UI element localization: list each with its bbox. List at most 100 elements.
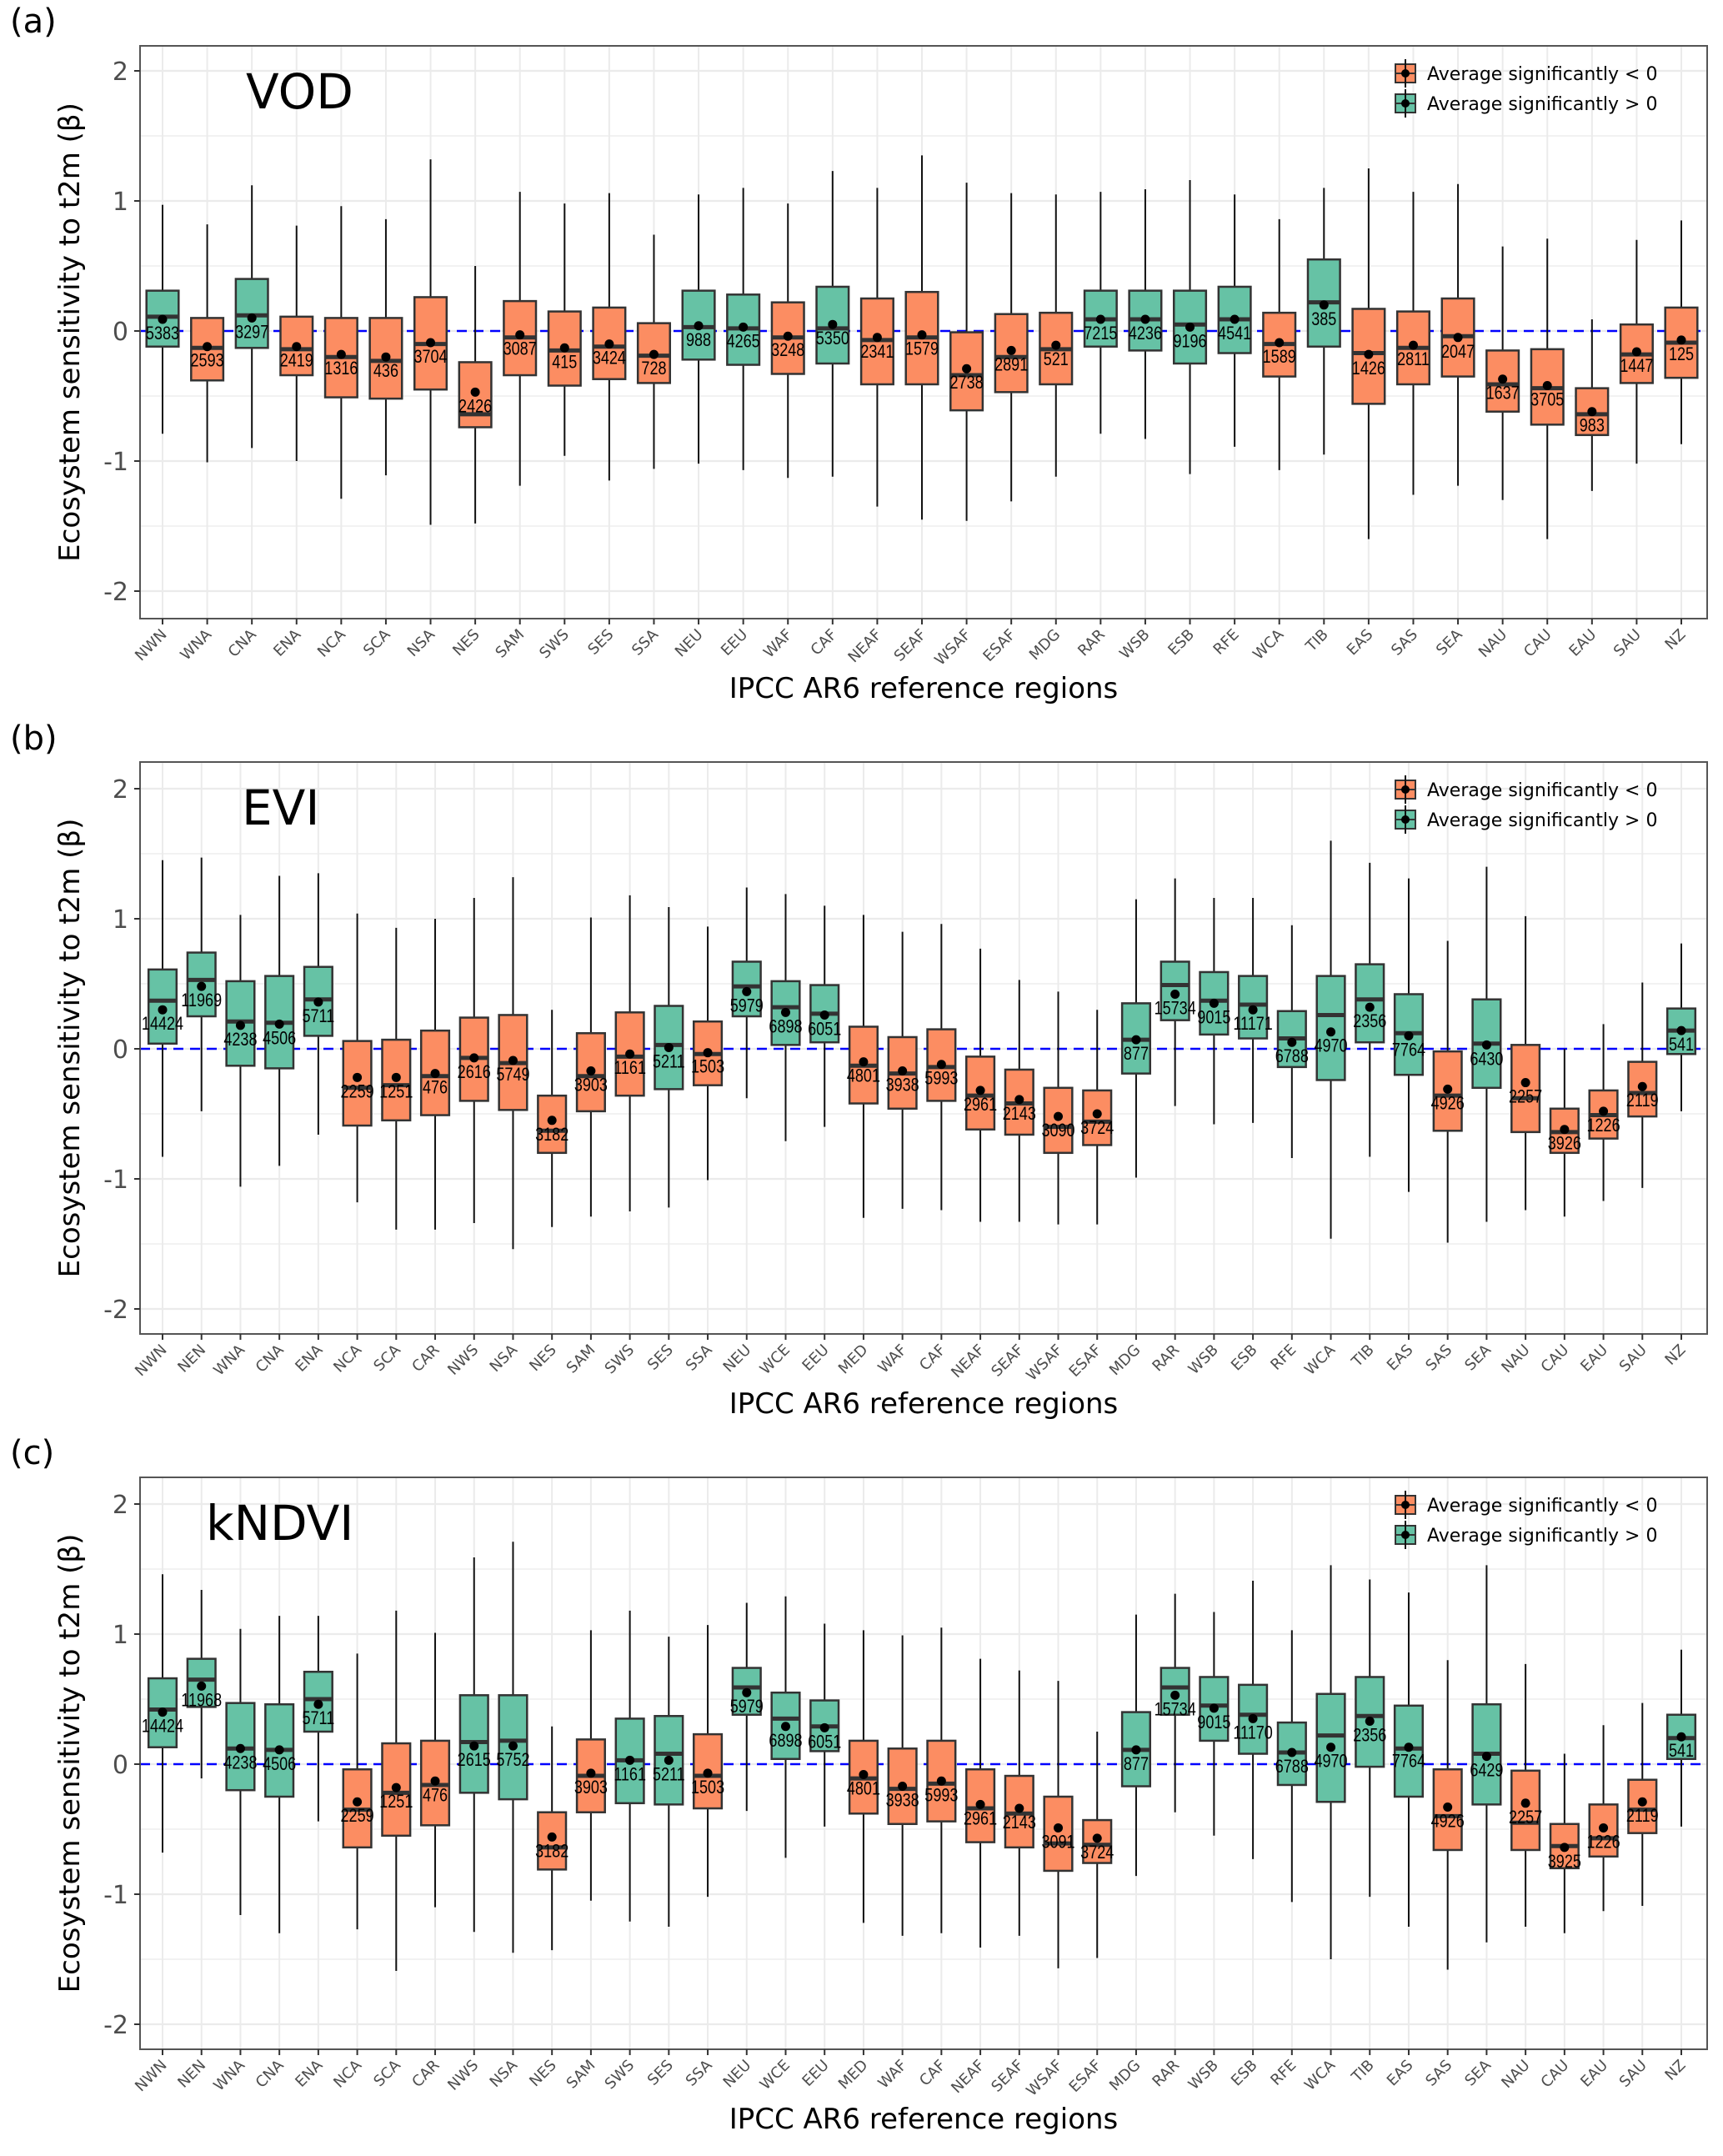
box-eau: 1226 — [1586, 1024, 1620, 1201]
x-tick-label: NAU — [1475, 626, 1510, 661]
box-tib: 385 — [1306, 188, 1341, 455]
legend-label: Average significantly > 0 — [1427, 94, 1657, 115]
x-tick-label: SSA — [629, 625, 662, 659]
x-tick-label: SCA — [360, 625, 394, 659]
x-tick-label: SWS — [536, 626, 573, 663]
sample-count-label: 2356 — [1353, 1726, 1386, 1746]
box-iqr — [1043, 1795, 1074, 1873]
sample-count-label: 6051 — [808, 1732, 841, 1752]
x-tick-label: SEAF — [988, 2057, 1027, 2096]
box-rfe: 6788 — [1275, 1630, 1309, 1903]
box-sca: 436 — [368, 218, 403, 476]
mean-point — [742, 986, 752, 996]
x-tick-label: WNA — [210, 2056, 248, 2094]
box-iqr — [342, 1040, 373, 1127]
mean-point — [547, 1832, 557, 1842]
sample-count-label: 2811 — [1397, 350, 1430, 370]
mean-point — [1364, 349, 1374, 359]
box-esaf: 3724 — [1080, 1732, 1114, 1958]
box-eau: 983 — [1575, 318, 1610, 491]
sample-count-label: 1426 — [1352, 358, 1385, 379]
x-tick-label: WNA — [177, 625, 215, 664]
sample-count-label: 1637 — [1486, 384, 1520, 404]
x-tick-label: ESB — [1228, 2057, 1261, 2090]
y-tick-label: -1 — [103, 1881, 128, 1910]
box-nca: 2259 — [341, 1653, 374, 1930]
x-tick-label: NEU — [720, 2057, 755, 2092]
sample-count-label: 3182 — [535, 1125, 568, 1145]
x-tick-label: CAU — [1538, 2057, 1573, 2092]
sample-count-label: 1579 — [905, 339, 939, 359]
box-nes: 2426 — [458, 266, 493, 524]
sample-count-label: 3248 — [771, 341, 804, 361]
x-tick-label: NAU — [1498, 2057, 1533, 2092]
panel-title: kNDVI — [206, 1495, 353, 1552]
x-tick-label: MED — [835, 2057, 872, 2093]
x-tick-label: SAM — [563, 1341, 599, 1377]
x-tick-label: ESB — [1228, 1341, 1261, 1375]
x-tick-label: NZ — [1661, 626, 1689, 654]
panel-label: (c) — [10, 1434, 54, 1472]
box-nen: 11968 — [181, 1589, 222, 1779]
x-tick-label: NWS — [444, 2057, 482, 2094]
mean-point — [780, 1722, 790, 1732]
mean-point — [1404, 1030, 1414, 1040]
sample-count-label: 4265 — [727, 332, 760, 352]
y-tick-label: 0 — [113, 318, 128, 347]
mean-point — [391, 1782, 401, 1792]
box-nsa: 5752 — [496, 1542, 530, 1953]
x-tick-label: NSA — [404, 625, 439, 660]
x-tick-label: SEA — [1461, 1341, 1495, 1374]
sample-count-label: 2593 — [191, 351, 224, 371]
sample-count-label: 5711 — [302, 1006, 334, 1026]
mean-point — [1587, 407, 1597, 417]
sample-count-label: 2119 — [1626, 1807, 1659, 1827]
sample-count-label: 11969 — [181, 991, 222, 1011]
box-iqr — [1238, 1683, 1269, 1755]
x-tick-label: NCA — [330, 1341, 365, 1376]
box-esaf: 2891 — [994, 193, 1029, 502]
panel-label: (b) — [10, 720, 58, 758]
sample-count-label: 877 — [1124, 1754, 1149, 1774]
mean-point — [1408, 340, 1418, 350]
box-nsa: 5749 — [496, 877, 530, 1250]
sample-count-label: 3091 — [1041, 1833, 1074, 1853]
mean-point — [1131, 1035, 1141, 1045]
box-sam: 3087 — [503, 192, 538, 486]
mean-point — [1560, 1843, 1570, 1853]
box-nsa: 3704 — [413, 159, 448, 525]
box-iqr — [186, 1657, 217, 1708]
x-tick-label: SEA — [1461, 2056, 1495, 2089]
x-tick-label: SCA — [370, 2056, 404, 2090]
mean-point — [197, 981, 207, 991]
x-tick-label: CAF — [808, 626, 841, 659]
grid — [140, 762, 1707, 1334]
box-eas: 1426 — [1351, 168, 1386, 539]
sample-count-label: 5752 — [496, 1751, 529, 1771]
sample-count-label: 5711 — [302, 1709, 334, 1729]
y-axis-title: Ecosystem sensitivity to t2m (β) — [53, 103, 87, 562]
sample-count-label: 3704 — [413, 347, 447, 367]
box-iqr — [458, 361, 493, 429]
legend-key-mean — [1401, 815, 1410, 824]
sample-count-label: 5211 — [653, 1052, 685, 1072]
legend-label: Average significantly > 0 — [1427, 810, 1657, 831]
box-sau: 2119 — [1626, 1702, 1659, 1907]
sample-count-label: 3724 — [1080, 1843, 1114, 1863]
sample-count-label: 436 — [373, 362, 398, 382]
mean-point — [1443, 1084, 1453, 1094]
mean-point — [703, 1048, 713, 1058]
x-tick-label: ESB — [1165, 626, 1198, 659]
box-cau: 3926 — [1548, 1049, 1581, 1217]
box-ena: 5711 — [302, 1616, 334, 1822]
sample-count-label: 541 — [1669, 1035, 1694, 1055]
sample-count-label: 541 — [1669, 1742, 1694, 1762]
x-tick-label: SES — [584, 626, 617, 659]
box-nca: 1316 — [323, 206, 358, 499]
box-sca: 1251 — [379, 927, 413, 1230]
mean-point — [586, 1066, 596, 1076]
x-tick-label: WCE — [757, 2057, 794, 2093]
mean-point — [975, 1799, 985, 1809]
x-tick-label: NWN — [132, 2057, 170, 2095]
x-tick-label: WCA — [1301, 2056, 1340, 2094]
